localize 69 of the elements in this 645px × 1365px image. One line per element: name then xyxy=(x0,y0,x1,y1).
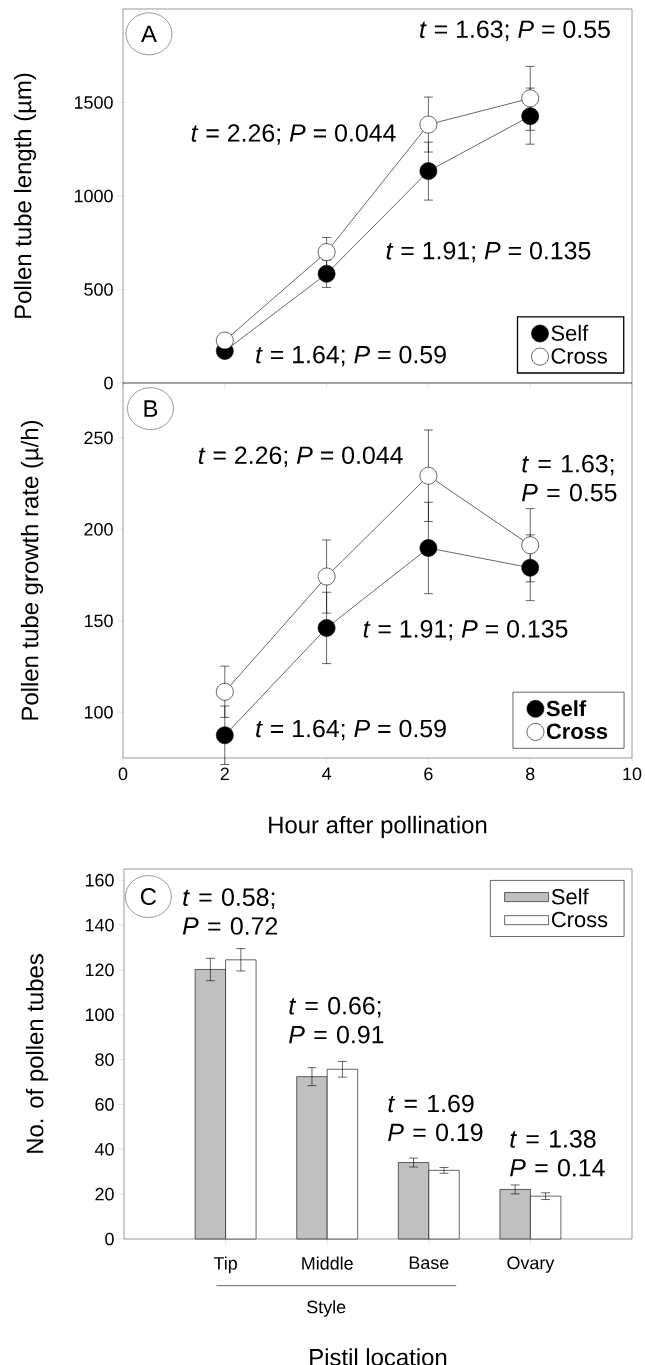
x-tick-label: 4 xyxy=(322,767,332,780)
point xyxy=(216,682,234,701)
point xyxy=(317,243,336,261)
text: Style xyxy=(307,1300,346,1317)
point xyxy=(419,539,438,557)
legend-label: Cross xyxy=(551,911,608,928)
legend-label: Cross xyxy=(546,723,608,740)
x-tick-label: Base xyxy=(409,1256,449,1270)
y-tick-label: 150 xyxy=(84,614,113,628)
x-tick-label: 6 xyxy=(424,767,433,781)
y-tick-label: 140 xyxy=(85,918,114,932)
y-tick-label: 20 xyxy=(95,1187,114,1201)
point xyxy=(419,115,438,134)
y-tick-label: 1500 xyxy=(74,96,113,109)
y-tick-label: 200 xyxy=(84,522,113,536)
y-tick-label: 100 xyxy=(85,1008,114,1022)
annotation: t = 1.64; P = 0.59 xyxy=(256,719,446,741)
annotation: t = 1.91; P = 0.135 xyxy=(363,620,568,641)
y-tick-label: 0 xyxy=(104,376,113,390)
annotation: t = 1.63; P = 0.55 xyxy=(420,20,610,41)
y-tick-label: 1000 xyxy=(74,189,113,203)
point xyxy=(521,89,540,108)
point xyxy=(216,726,234,745)
point xyxy=(317,264,336,283)
annotation: t = 1.91; P = 0.135 xyxy=(386,241,591,263)
x-tick-label: 0 xyxy=(118,767,128,781)
x-tick-label: 10 xyxy=(623,767,642,781)
annotation: A xyxy=(141,25,157,43)
point xyxy=(521,107,540,125)
point xyxy=(521,558,540,577)
y-tick-label: 120 xyxy=(85,963,114,977)
y-tick-label: 80 xyxy=(95,1053,114,1066)
x-tick-label: 8 xyxy=(526,767,535,781)
annotation: t = 1.64; P = 0.59 xyxy=(256,345,446,367)
x-axis-title: Pistil location xyxy=(310,1348,447,1365)
x-tick-label: 2 xyxy=(220,767,229,781)
annotation: t = 1.69 P = 0.19 xyxy=(388,1094,483,1142)
x-tick-label: Middle xyxy=(302,1256,353,1270)
point xyxy=(419,162,438,180)
legend-label: Self xyxy=(546,700,587,717)
point xyxy=(419,466,438,485)
annotation: t = 1.38 P = 0.14 xyxy=(510,1130,605,1177)
x-tick-label: Ovary xyxy=(507,1256,555,1273)
legend-label: Self xyxy=(551,888,589,905)
annotation: t = 2.26; P = 0.044 xyxy=(191,124,396,145)
y-axis-title: No. of pollen tubes xyxy=(25,954,49,1153)
annotation: t = 1.63; P = 0.55 xyxy=(522,454,617,502)
y-tick-label: 160 xyxy=(85,873,114,887)
point xyxy=(317,619,336,637)
annotation: t = 2.26; P = 0.044 xyxy=(198,446,403,467)
annotation: t = 0.58; P = 0.72 xyxy=(182,888,278,935)
y-tick-label: 0 xyxy=(105,1232,114,1246)
point xyxy=(317,567,336,586)
annotation: B xyxy=(144,400,158,417)
point xyxy=(216,331,234,350)
point xyxy=(521,536,540,555)
legend-label: Cross xyxy=(551,348,607,364)
y-tick-label: 60 xyxy=(95,1098,114,1111)
y-tick-label: 500 xyxy=(84,283,113,296)
y-axis-title: Pollen tube growth rate (µ/h) xyxy=(20,420,44,720)
x-tick-label: Tip xyxy=(213,1256,237,1274)
annotation: t = 0.66; P = 0.91 xyxy=(289,996,384,1044)
y-tick-label: 40 xyxy=(94,1142,114,1156)
x-axis-title: Hour after pollination xyxy=(269,815,487,839)
legend-label: Self xyxy=(551,324,589,341)
y-tick-label: 250 xyxy=(84,431,113,445)
y-tick-label: 100 xyxy=(84,705,113,719)
y-axis-title: Pollen tube length (µm) xyxy=(13,73,37,318)
annotation: C xyxy=(140,888,157,906)
